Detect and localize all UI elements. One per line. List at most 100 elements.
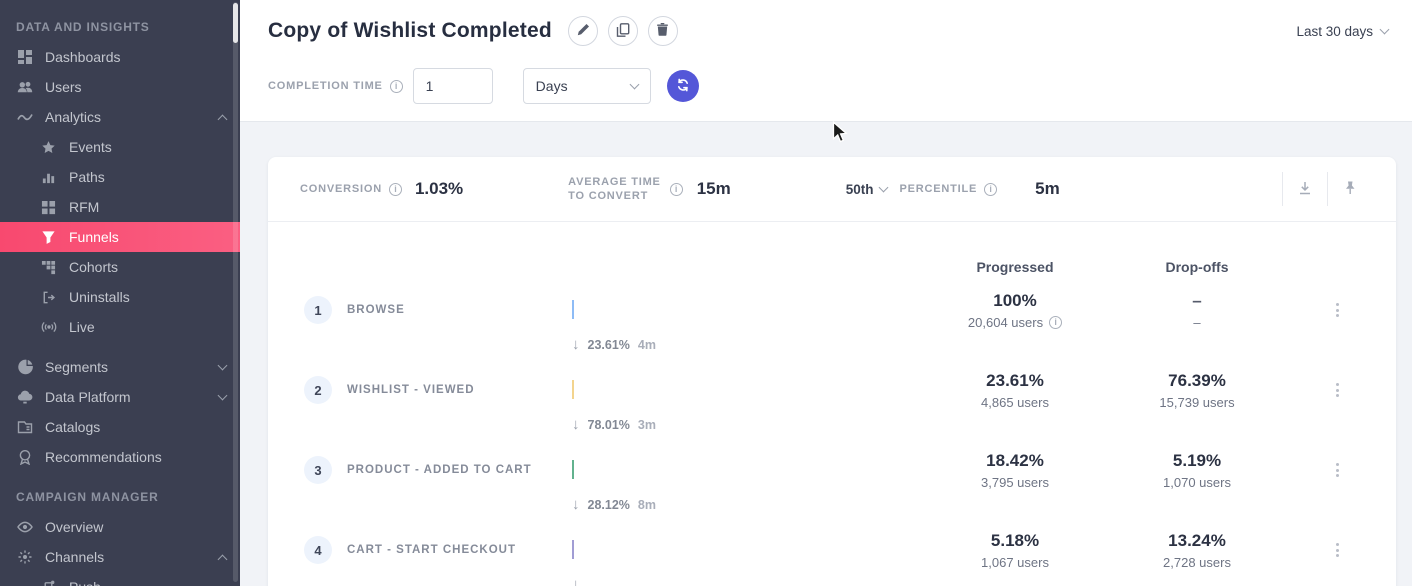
delete-button[interactable]: [647, 16, 678, 46]
step-number: 3: [304, 456, 332, 484]
stats-row: CONVERSION i 1.03% AVERAGE TIME TO CONVE…: [268, 157, 1396, 222]
dropoff-users: –: [1193, 314, 1201, 330]
row-menu-button[interactable]: [1328, 299, 1347, 321]
trash-icon: [655, 22, 670, 40]
row-menu-button[interactable]: [1328, 379, 1347, 401]
info-icon[interactable]: i: [984, 182, 998, 196]
drop-arrow-icon: ↓: [572, 416, 580, 433]
sidebar-item-cohorts[interactable]: Cohorts: [0, 252, 240, 282]
refresh-button[interactable]: [666, 70, 699, 102]
sidebar-item-events[interactable]: Events: [0, 132, 240, 162]
sidebar-item-label: Analytics: [45, 109, 102, 125]
dashboards-icon: [16, 49, 33, 66]
sidebar-item-uninstalls[interactable]: Uninstalls: [0, 282, 240, 312]
sidebar-item-label: Live: [69, 319, 95, 335]
sidebar-item-data-platform[interactable]: Data Platform: [0, 382, 240, 412]
transition-time: 4m: [637, 337, 656, 352]
funnel-bar[interactable]: [572, 380, 574, 399]
dropoff-pct: 76.39%: [1168, 370, 1226, 390]
sidebar-item-funnels[interactable]: Funnels: [0, 222, 240, 252]
funnel-bar[interactable]: [572, 300, 574, 319]
progressed-pct: 23.61%: [986, 370, 1044, 390]
sidebar-item-rfm[interactable]: RFM: [0, 192, 240, 222]
dropoff-pct: 5.19%: [1172, 450, 1222, 470]
percentile-selector[interactable]: 50th: [845, 181, 889, 197]
row-menu-button[interactable]: [1328, 539, 1347, 561]
info-icon[interactable]: i: [1049, 315, 1063, 329]
chevron-up-icon: [217, 114, 228, 124]
sidebar-scrollbar-thumb[interactable]: [233, 3, 238, 43]
column-header-progressed: Progressed: [976, 259, 1054, 275]
sidebar-item-label: Dashboards: [45, 49, 121, 65]
pencil-icon: [575, 22, 591, 41]
users-icon: [16, 79, 33, 96]
avg-time-value: 15m: [696, 179, 731, 198]
rfm-icon: [40, 199, 57, 216]
sidebar-item-paths[interactable]: Paths: [0, 162, 240, 192]
info-icon[interactable]: i: [389, 79, 403, 93]
chevron-down-icon: [217, 390, 228, 401]
sidebar-item-analytics[interactable]: Analytics: [0, 102, 240, 132]
sidebar-item-segments[interactable]: Segments: [0, 352, 240, 382]
sidebar-item-label: Push: [69, 579, 101, 586]
edit-button[interactable]: [567, 16, 598, 46]
progressed-pct: 5.18%: [990, 530, 1040, 550]
funnel-transition: ↓ 28.12% 8m: [268, 494, 1396, 526]
sidebar-item-channels[interactable]: Channels: [0, 542, 240, 572]
completion-time-input[interactable]: [412, 68, 493, 104]
live-icon: [40, 319, 57, 336]
push-icon: [40, 579, 57, 586]
catalogs-icon: [16, 419, 33, 436]
row-menu-button[interactable]: [1328, 459, 1347, 481]
funnel-step-row: 1 BROWSE 100% 20,604 users i – –: [268, 286, 1396, 334]
segments-icon: [16, 359, 33, 376]
funnel-step-row: 4 CART - START CHECKOUT 5.18% 1,067 user…: [268, 526, 1396, 574]
chevron-down-icon: [629, 79, 640, 90]
sidebar-item-live[interactable]: Live: [0, 312, 240, 342]
funnel-bar[interactable]: [572, 460, 574, 479]
sidebar-item-catalogs[interactable]: Catalogs: [0, 412, 240, 442]
conversion-value: 1.03%: [414, 179, 464, 198]
completion-time-unit-select[interactable]: Days: [522, 68, 651, 104]
transition-pct: 28.12%: [587, 497, 630, 512]
sidebar-item-push[interactable]: Push: [0, 572, 240, 586]
info-icon[interactable]: i: [669, 182, 683, 196]
transition-time: 8m: [637, 497, 656, 512]
funnel-column-headers: Progressed Drop-offs: [268, 222, 1396, 286]
pin-icon: [1342, 180, 1358, 199]
cohorts-icon: [40, 259, 57, 276]
main-content: Copy of Wishlist Completed Last 30 days …: [240, 0, 1412, 586]
funnel-bar[interactable]: [572, 540, 574, 559]
sidebar-item-dashboards[interactable]: Dashboards: [0, 42, 240, 72]
transition-pct: 23.61%: [587, 337, 630, 352]
step-label: CART - START CHECKOUT: [347, 544, 516, 556]
refresh-icon: [675, 77, 691, 96]
transition-time: 3m: [637, 417, 656, 432]
pin-button[interactable]: [1328, 172, 1372, 206]
avg-time-label-line2: TO CONVERT: [568, 190, 649, 202]
info-icon[interactable]: i: [388, 182, 402, 196]
sidebar-item-users[interactable]: Users: [0, 72, 240, 102]
drop-arrow-icon: ↓: [572, 496, 580, 513]
chevron-down-icon: [217, 360, 228, 371]
percentile-selected: 50th: [845, 181, 874, 197]
duplicate-button[interactable]: [607, 16, 638, 46]
section-title-campaign-manager: CAMPAIGN MANAGER: [16, 490, 159, 504]
sidebar-item-label: Cohorts: [69, 259, 119, 275]
sidebar-item-recommendations[interactable]: Recommendations: [0, 442, 240, 472]
chevron-down-icon: [1379, 24, 1390, 35]
chevron-down-icon: [879, 182, 889, 193]
drop-arrow-icon: ↓: [572, 576, 580, 586]
sidebar-item-label: Overview: [45, 519, 104, 535]
conversion-label: CONVERSION: [300, 183, 382, 195]
sidebar-item-overview[interactable]: Overview: [0, 512, 240, 542]
sidebar-item-label: Paths: [69, 169, 105, 185]
recommendations-icon: [16, 449, 33, 466]
sidebar-scrollbar-track[interactable]: [233, 2, 238, 582]
sidebar-item-label: Channels: [45, 549, 105, 565]
dropoff-users: 2,728 users: [1163, 554, 1231, 570]
date-range-dropdown[interactable]: Last 30 days: [1296, 24, 1396, 39]
funnel-card: CONVERSION i 1.03% AVERAGE TIME TO CONVE…: [268, 157, 1396, 586]
drop-arrow-icon: ↓: [572, 336, 580, 353]
download-button[interactable]: [1283, 172, 1327, 206]
